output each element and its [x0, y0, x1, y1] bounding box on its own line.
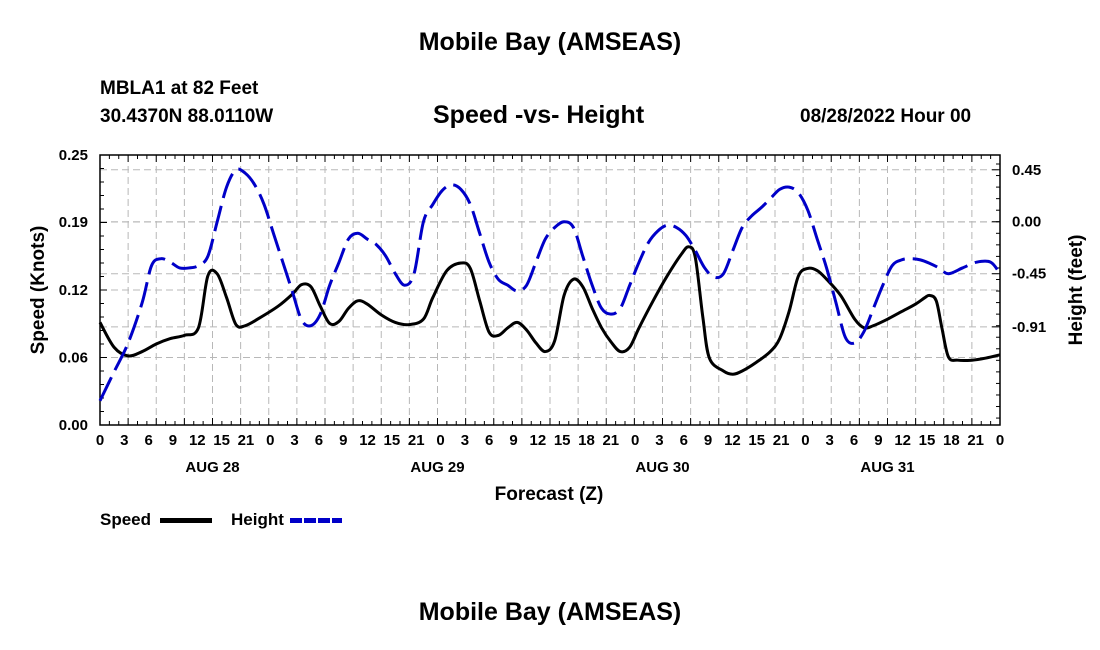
x-tick-label: 21 — [773, 432, 790, 449]
x-tick-label: 12 — [529, 432, 546, 449]
x-tick-label: 3 — [655, 432, 663, 449]
y-left-tick-label: 0.19 — [59, 214, 88, 231]
x-tick-label: 0 — [996, 432, 1004, 449]
axes: 0 3 6 9 12 15 21 0 3 6 9 12 15 21 0 3 6 9 12 15 18 21 0 3 6 9 12 15… — [59, 147, 1046, 476]
x-tick-label: 21 — [238, 432, 255, 449]
run-time-label: 08/28/2022 Hour 00 — [800, 106, 972, 127]
x-day-label: AUG 29 — [410, 459, 464, 476]
x-day-label: AUG 31 — [860, 459, 914, 476]
x-day-label: AUG 30 — [635, 459, 689, 476]
x-tick-label: 9 — [339, 432, 347, 449]
x-tick-label: 0 — [801, 432, 809, 449]
location-label: 30.4370N 88.0110W — [100, 106, 274, 127]
legend-height-line — [290, 518, 342, 523]
y-right-tick-label: 0.45 — [1012, 162, 1041, 179]
x-tick-label: 21 — [967, 432, 984, 449]
x-tick-label: 15 — [213, 432, 230, 449]
x-tick-label: 18 — [943, 432, 960, 449]
x-tick-label: 3 — [461, 432, 469, 449]
x-tick-label: 0 — [631, 432, 639, 449]
x-tick-label: 15 — [384, 432, 401, 449]
x-tick-label: 6 — [144, 432, 152, 449]
x-axis-title: Forecast (Z) — [495, 484, 604, 505]
chart-title: Mobile Bay (AMSEAS) — [418, 28, 682, 56]
x-tick-label: 15 — [554, 432, 571, 449]
x-tick-label: 12 — [189, 432, 206, 449]
legend-speed-line — [160, 518, 212, 523]
y-right-tick-label: -0.91 — [1012, 319, 1046, 336]
gridlines — [100, 155, 1000, 425]
x-tick-label: 6 — [850, 432, 858, 449]
x-day-label: AUG 28 — [185, 459, 239, 476]
x-tick-label: 12 — [724, 432, 741, 449]
x-tick-label: 6 — [485, 432, 493, 449]
chart-subtitle: Speed -vs- Height — [433, 101, 645, 129]
x-tick-label: 9 — [874, 432, 882, 449]
x-tick-label: 12 — [359, 432, 376, 449]
series-layer — [98, 167, 1002, 402]
series-line-speed — [98, 245, 1001, 376]
footer-title: Mobile Bay (AMSEAS) — [418, 598, 682, 626]
y-left-tick-label: 0.25 — [59, 147, 88, 164]
y-left-tick-label: 0.06 — [59, 350, 88, 367]
x-tick-label: 0 — [436, 432, 444, 449]
x-tick-label: 9 — [704, 432, 712, 449]
x-tick-label: 15 — [919, 432, 936, 449]
x-tick-label: 0 — [266, 432, 274, 449]
legend-speed-label: Speed — [100, 510, 152, 529]
x-tick-label: 6 — [680, 432, 688, 449]
y-right-tick-label: -0.45 — [1012, 266, 1046, 283]
x-tick-label: 9 — [509, 432, 517, 449]
x-tick-label: 21 — [408, 432, 425, 449]
y-axis-left-title: Speed (Knots) — [28, 226, 49, 355]
x-tick-label: 12 — [894, 432, 911, 449]
station-label: MBLA1 at 82 Feet — [100, 78, 259, 99]
x-tick-label: 15 — [748, 432, 765, 449]
x-tick-label: 3 — [290, 432, 298, 449]
y-left-tick-label: 0.00 — [59, 417, 88, 434]
x-tick-label: 18 — [578, 432, 595, 449]
x-tick-label: 3 — [826, 432, 834, 449]
legend-height-label: Height — [231, 510, 284, 529]
x-tick-label: 0 — [96, 432, 104, 449]
x-tick-label: 21 — [602, 432, 619, 449]
x-tick-label: 3 — [120, 432, 128, 449]
y-axis-right-title: Height (feet) — [1066, 235, 1087, 346]
x-tick-label: 9 — [169, 432, 177, 449]
x-tick-label: 6 — [315, 432, 323, 449]
y-right-tick-label: 0.00 — [1012, 214, 1041, 231]
y-left-tick-label: 0.12 — [59, 282, 88, 299]
